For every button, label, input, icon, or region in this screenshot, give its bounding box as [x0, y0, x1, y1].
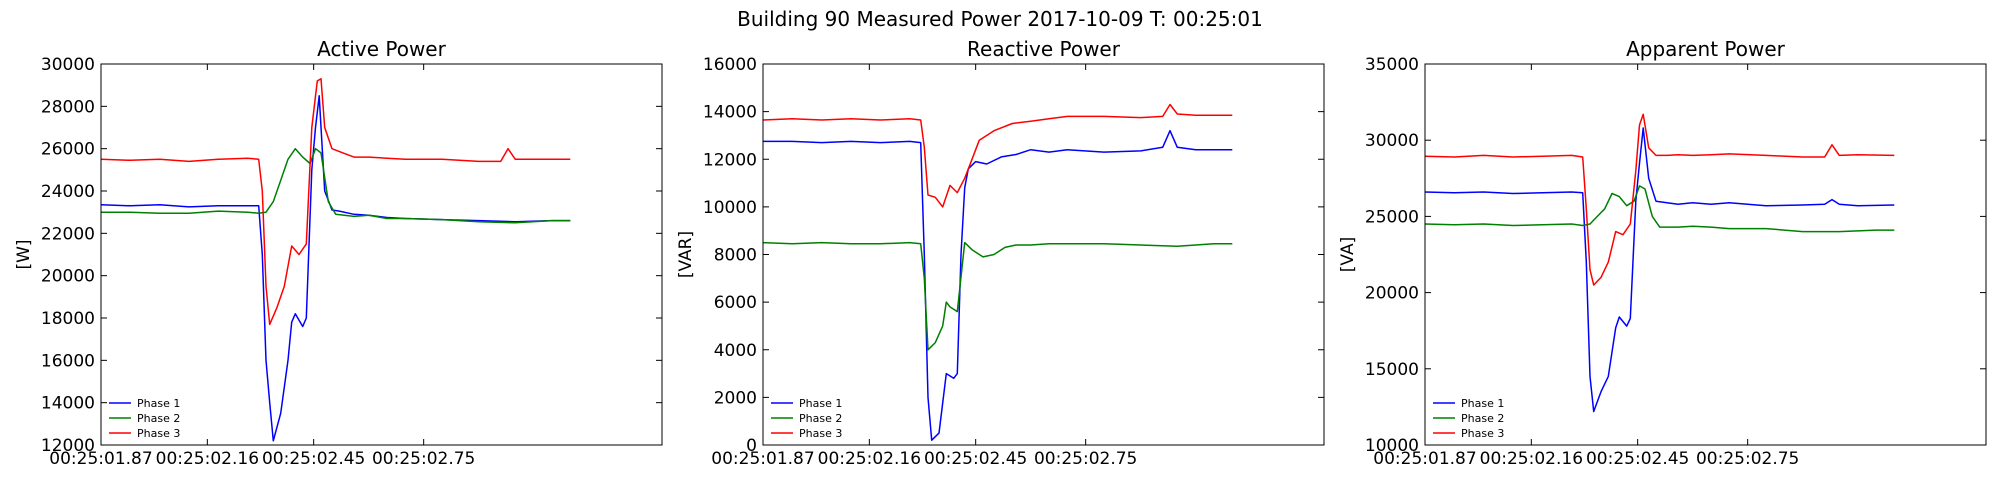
- y-tick-label: 2000: [714, 388, 757, 408]
- y-tick-label: 16000: [703, 55, 757, 75]
- y-tick-label: 12000: [41, 436, 95, 456]
- plot-title: Apparent Power: [1626, 37, 1786, 61]
- y-tick-label: 25000: [1365, 207, 1419, 227]
- plot-frame: [1424, 63, 1987, 446]
- y-tick-label: 35000: [1365, 55, 1419, 75]
- plot-title: Reactive Power: [967, 37, 1121, 61]
- y-tick-label: 14000: [703, 103, 757, 123]
- series-line-phase-1: [101, 95, 571, 442]
- subplots: Active Power1200014000160001800020000220…: [14, 37, 1987, 469]
- y-tick-label: 28000: [41, 97, 95, 117]
- y-tick-label: 30000: [41, 55, 95, 75]
- y-tick-label: 6000: [714, 293, 757, 313]
- series-line-phase-3: [1425, 113, 1895, 286]
- y-tick-label: 18000: [41, 309, 95, 329]
- y-tick-label: 8000: [714, 246, 757, 266]
- legend: Phase 1 Phase 2 Phase 3: [109, 397, 180, 440]
- x-tick-label: 00:25:02.45: [924, 449, 1027, 469]
- series-line-phase-3: [763, 103, 1233, 208]
- x-tick-label: 00:25:02.16: [1480, 449, 1583, 469]
- x-tick-label: 00:25:02.75: [1034, 449, 1137, 469]
- plot-frame: [100, 63, 663, 446]
- legend: Phase 1 Phase 2 Phase 3: [771, 397, 842, 440]
- plot-title: Active Power: [317, 37, 446, 61]
- legend-label: Phase 2: [137, 412, 180, 425]
- legend-label: Phase 2: [1461, 412, 1504, 425]
- legend-label: Phase 2: [799, 412, 842, 425]
- y-tick-label: 10000: [703, 198, 757, 218]
- y-tick-label: 12000: [703, 150, 757, 170]
- y-tick-label: 10000: [1365, 436, 1419, 456]
- series-line-phase-2: [1425, 185, 1895, 233]
- legend-label: Phase 1: [137, 397, 180, 410]
- x-tick-label: 00:25:02.45: [1586, 449, 1689, 469]
- x-tick-label: 00:25:02.75: [1696, 449, 1799, 469]
- subplot-1: Active Power 12000 14000 16000 18000 20000 220…: [14, 37, 663, 469]
- y-tick-label: 20000: [41, 267, 95, 287]
- y-tick-label: 4000: [714, 341, 757, 361]
- legend: Phase 1 Phase 2 Phase 3: [1433, 397, 1504, 440]
- y-tick-label: 20000: [1365, 284, 1419, 304]
- x-tick-label: 00:25:02.45: [262, 449, 365, 469]
- y-tick-label: 14000: [41, 394, 95, 414]
- series-line-phase-2: [763, 241, 1233, 351]
- y-tick-label: 30000: [1365, 131, 1419, 151]
- legend-label: Phase 1: [1461, 397, 1504, 410]
- y-tick-label: 26000: [41, 140, 95, 160]
- y-axis-label: [W]: [14, 239, 34, 269]
- x-tick-label: 00:25:01.87: [711, 449, 814, 469]
- series-line-phase-1: [763, 129, 1233, 441]
- series-line-phase-1: [1425, 127, 1895, 413]
- x-tick-label: 00:25:02.16: [156, 449, 259, 469]
- subplot-2: Reactive Power 0 2000 4000 6000 8000 10000 1200…: [676, 37, 1325, 469]
- legend-label: Phase 1: [799, 397, 842, 410]
- y-tick-label: 22000: [41, 224, 95, 244]
- y-tick-label: 16000: [41, 351, 95, 371]
- x-tick-label: 00:25:02.16: [818, 449, 921, 469]
- y-tick-label: 0: [746, 436, 757, 456]
- x-tick-label: 00:25:02.75: [372, 449, 475, 469]
- plot-frame: [762, 63, 1325, 446]
- y-tick-label: 15000: [1365, 360, 1419, 380]
- series-line-phase-3: [101, 78, 571, 326]
- legend-label: Phase 3: [137, 427, 180, 440]
- subplot-3: Apparent Power 10000 15000 20000 25000 30000 3…: [1338, 37, 1987, 469]
- y-axis-label: [VA]: [1338, 237, 1358, 272]
- figure-title: Building 90 Measured Power 2017-10-09 T:…: [737, 7, 1263, 31]
- legend-label: Phase 3: [799, 427, 842, 440]
- y-axis-label: [VAR]: [676, 231, 696, 278]
- x-tick-label: 00:25:01.87: [1373, 449, 1476, 469]
- y-tick-label: 24000: [41, 182, 95, 202]
- legend-label: Phase 3: [1461, 427, 1504, 440]
- x-tick-label: 00:25:01.87: [49, 449, 152, 469]
